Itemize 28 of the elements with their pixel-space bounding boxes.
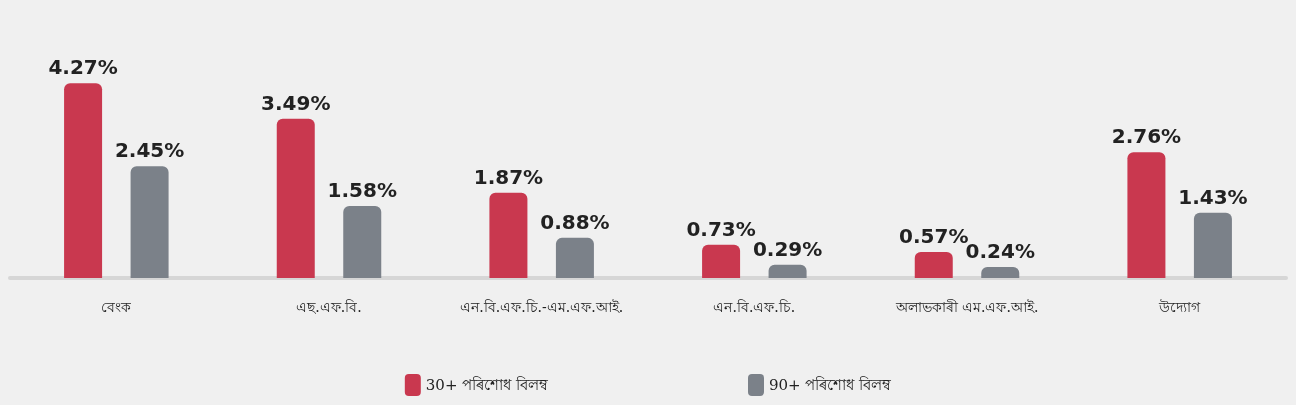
x-tick-label: উদ্যোগ [1158, 299, 1202, 315]
data-label: 1.43% [1178, 184, 1248, 209]
data-label: 2.76% [1111, 124, 1182, 149]
bar [343, 205, 382, 278]
bar [1193, 212, 1232, 278]
x-tick-label: বেংক [101, 299, 132, 315]
data-label: 4.27% [48, 55, 118, 80]
data-label: 2.45% [114, 138, 185, 163]
legend-label: 90+ পৰিশোধ বিলম্ব [769, 376, 893, 394]
bar [981, 267, 1020, 278]
bar [276, 118, 315, 278]
bar [702, 244, 741, 278]
x-tick-label: এন.বি.এফ.চি. [713, 299, 796, 315]
bar [1127, 152, 1166, 278]
data-label: 1.58% [327, 177, 397, 202]
x-tick-label: এন.বি.এফ.চি.-এম.এফ.আই. [460, 299, 624, 315]
data-label: 0.88% [540, 209, 610, 234]
legend-label: 30+ পৰিশোধ বিলম্ব [425, 376, 549, 394]
bar [555, 237, 594, 278]
x-tick-label: এছ.এফ.বি. [296, 299, 362, 315]
data-label: 1.87% [473, 164, 544, 189]
bar [130, 166, 169, 278]
bar [768, 264, 807, 278]
x-tick-label: অলাভকাৰী এম.এফ.আই. [894, 299, 1039, 315]
bar [64, 83, 103, 278]
bar [489, 192, 528, 278]
bar [914, 252, 953, 278]
data-label: 3.49% [261, 90, 331, 115]
